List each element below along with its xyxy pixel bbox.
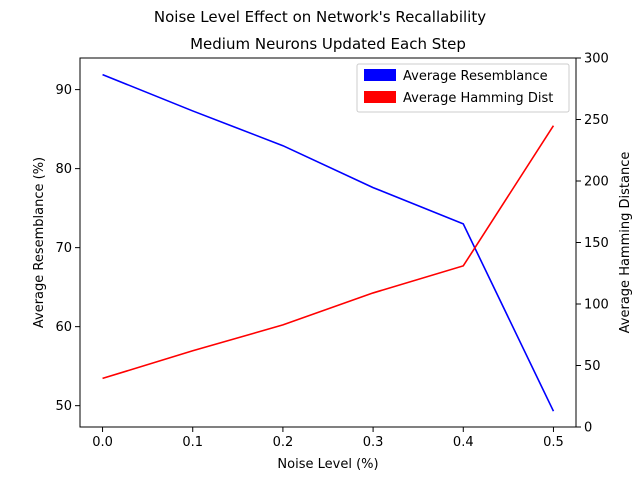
y-axis-right-label: Average Hamming Distance: [618, 152, 633, 334]
x-tick-label: 0.2: [273, 435, 294, 450]
legend-swatch-resemblance: [364, 69, 396, 81]
y-left-tick-label: 80: [55, 162, 72, 177]
y-right-tick-label: 0: [584, 421, 592, 436]
y-left-tick-label: 90: [55, 83, 72, 98]
x-tick-label: 0.1: [182, 435, 203, 450]
chart-title: Medium Neurons Updated Each Step: [190, 35, 466, 53]
legend-label-hamming: Average Hamming Dist: [403, 91, 553, 106]
x-axis-label: Noise Level (%): [277, 457, 378, 472]
series-line-resemblance: [102, 73, 555, 412]
y-right-tick-label: 50: [584, 359, 601, 374]
y-right-tick-label: 250: [584, 113, 609, 128]
legend-box: [356, 63, 570, 113]
y-left-tick-label: 70: [55, 241, 72, 256]
y-axis-left-label: Average Resemblance (%): [32, 157, 47, 328]
legend-swatch-hamming: [364, 91, 396, 103]
series-line-hamming: [102, 125, 555, 380]
legend-label-resemblance: Average Resemblance: [403, 69, 548, 84]
y-right-tick-label: 300: [584, 52, 609, 67]
legend: Average Resemblance Average Hamming Dist: [356, 63, 570, 113]
plot-area: 0.0 0.1 0.2 0.3 0.4 0.5 50 60 70 80 90 0 50 100 150 200…: [55, 52, 608, 451]
plot-frame: [79, 57, 577, 428]
chart-suptitle: Noise Level Effect on Network's Recallab…: [154, 8, 486, 26]
y-right-tick-label: 200: [584, 175, 609, 190]
x-tick-label: 0.5: [543, 435, 564, 450]
y-right-tick-label: 150: [584, 236, 609, 251]
y-left-tick-label: 60: [55, 320, 72, 335]
x-tick-label: 0.3: [363, 435, 384, 450]
y-right-tick-label: 100: [584, 298, 609, 313]
x-tick-label: 0.0: [92, 435, 113, 450]
y-left-tick-label: 50: [55, 399, 72, 414]
x-tick-label: 0.4: [453, 435, 474, 450]
